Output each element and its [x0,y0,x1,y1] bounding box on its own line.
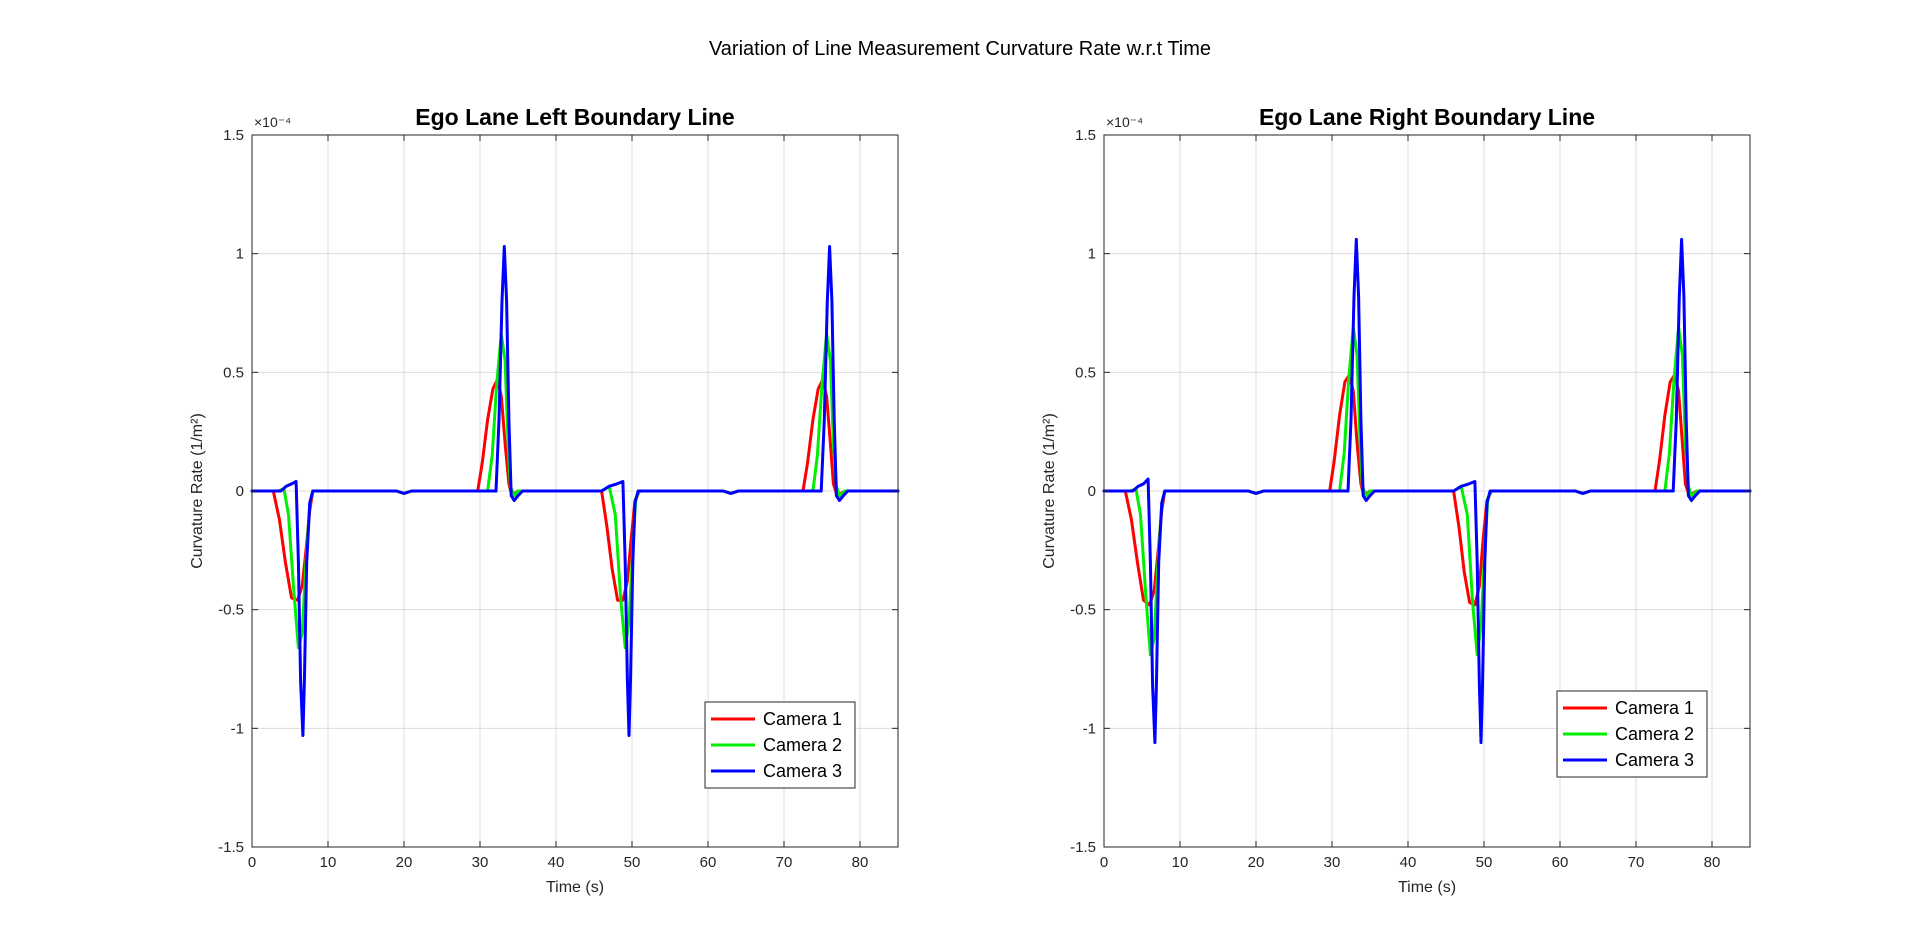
legend: Camera 1 Camera 2 Camera 3 [1556,690,1708,778]
legend-label-camera-3: Camera 3 [763,761,842,781]
x-tick-label: 0 [248,854,256,871]
y-tick-label: -0.5 [1070,602,1096,619]
y-tick-label: 0 [1088,483,1096,500]
y-exponent-label: ×10⁻⁴ [254,114,291,130]
series-line-camera-3 [1102,237,1752,745]
legend-label-camera-2: Camera 2 [1615,724,1694,744]
subplot-title: Ego Lane Right Boundary Line [1259,104,1595,130]
legend: Camera 1 Camera 2 Camera 3 [704,701,856,789]
y-tick-label: 1 [1088,246,1096,263]
y-exponent-label: ×10⁻⁴ [1106,114,1143,130]
y-tick-label: -0.5 [218,602,244,619]
legend-label-camera-1: Camera 1 [1615,698,1694,718]
y-axis-label: Curvature Rate (1/m²) [189,413,206,569]
series-line-camera-3 [250,245,900,737]
subplot-1: 0 10 20 30 40 50 60 70 80 -1.5 -1 -0.5 0 0.5 1 1.5 ×10⁻⁴… [189,104,900,896]
x-tick-label: 80 [852,854,869,871]
x-tick-label: 40 [1400,854,1417,871]
y-tick-label: 0 [236,483,244,500]
legend-label-camera-2: Camera 2 [763,735,842,755]
y-tick-label: -1.5 [218,839,244,856]
subplot-2: 0 10 20 30 40 50 60 70 80 -1.5 -1 -0.5 0 0.5 1 1.5 ×10⁻⁴… [1041,104,1752,896]
y-tick-label: -1 [1083,720,1096,737]
x-tick-label: 10 [1172,854,1189,871]
legend-label-camera-3: Camera 3 [1615,750,1694,770]
subplots-container: 0 10 20 30 40 50 60 70 80-1.5-1-0.500.511.5×10⁻⁴… [189,104,1752,896]
y-tick-label: 1.5 [1075,127,1096,144]
y-tick-label: 0.5 [1075,364,1096,381]
x-tick-label: 70 [776,854,793,871]
x-tick-label: 50 [1476,854,1493,871]
x-tick-label: 10 [320,854,337,871]
figure-title: Variation of Line Measurement Curvature … [709,38,1211,60]
y-tick-label: -1 [231,720,244,737]
x-tick-label: 80 [1704,854,1721,871]
x-tick-label: 20 [1248,854,1265,871]
y-axis-label: Curvature Rate (1/m²) [1041,413,1058,569]
y-tick-label: 1 [236,246,244,263]
subplot-title: Ego Lane Left Boundary Line [415,104,734,130]
legend-label-camera-1: Camera 1 [763,709,842,729]
x-axis-label: Time (s) [546,879,604,896]
y-tick-label: 1.5 [223,127,244,144]
x-tick-label: 40 [548,854,565,871]
y-tick-label: 0.5 [223,364,244,381]
x-tick-label: 50 [624,854,641,871]
y-tick-label: -1.5 [1070,839,1096,856]
x-tick-label: 30 [472,854,489,871]
x-axis-label: Time (s) [1398,879,1456,896]
x-tick-label: 70 [1628,854,1645,871]
x-tick-label: 30 [1324,854,1341,871]
x-tick-label: 20 [396,854,413,871]
x-tick-label: 60 [1552,854,1569,871]
x-tick-label: 60 [700,854,717,871]
x-tick-label: 0 [1100,854,1108,871]
